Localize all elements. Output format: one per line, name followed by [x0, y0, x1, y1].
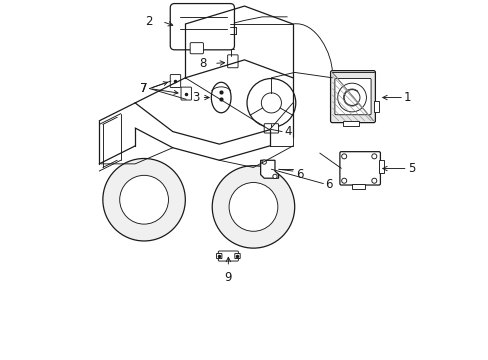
- Text: 1: 1: [403, 91, 411, 104]
- Text: 4: 4: [284, 125, 291, 138]
- Circle shape: [262, 160, 266, 164]
- Circle shape: [246, 78, 295, 127]
- Text: 6: 6: [325, 178, 332, 191]
- Text: 3: 3: [192, 91, 199, 104]
- Polygon shape: [378, 160, 384, 173]
- Circle shape: [272, 174, 277, 179]
- Text: 2: 2: [145, 15, 153, 28]
- FancyBboxPatch shape: [227, 55, 238, 68]
- Text: 7: 7: [140, 82, 147, 95]
- Text: 9: 9: [224, 271, 232, 284]
- FancyBboxPatch shape: [190, 42, 203, 54]
- Circle shape: [371, 178, 376, 183]
- Text: 7: 7: [140, 82, 147, 95]
- Polygon shape: [260, 160, 278, 178]
- Polygon shape: [343, 121, 359, 126]
- Polygon shape: [351, 184, 364, 189]
- FancyBboxPatch shape: [216, 253, 222, 258]
- Circle shape: [102, 158, 185, 241]
- Circle shape: [261, 93, 281, 113]
- FancyBboxPatch shape: [234, 253, 240, 258]
- FancyBboxPatch shape: [170, 4, 234, 50]
- Circle shape: [341, 154, 346, 159]
- FancyBboxPatch shape: [170, 75, 180, 87]
- Circle shape: [228, 183, 277, 231]
- Text: 5: 5: [407, 162, 414, 175]
- FancyBboxPatch shape: [264, 124, 278, 133]
- Polygon shape: [373, 101, 378, 112]
- Circle shape: [371, 154, 376, 159]
- Circle shape: [120, 175, 168, 224]
- Circle shape: [341, 178, 346, 183]
- FancyBboxPatch shape: [218, 251, 238, 261]
- FancyBboxPatch shape: [330, 71, 375, 123]
- Ellipse shape: [211, 82, 230, 113]
- FancyBboxPatch shape: [334, 78, 370, 115]
- Text: 8: 8: [198, 57, 206, 70]
- Text: 6: 6: [295, 168, 303, 181]
- FancyBboxPatch shape: [339, 152, 380, 185]
- FancyBboxPatch shape: [181, 87, 191, 100]
- Circle shape: [212, 166, 294, 248]
